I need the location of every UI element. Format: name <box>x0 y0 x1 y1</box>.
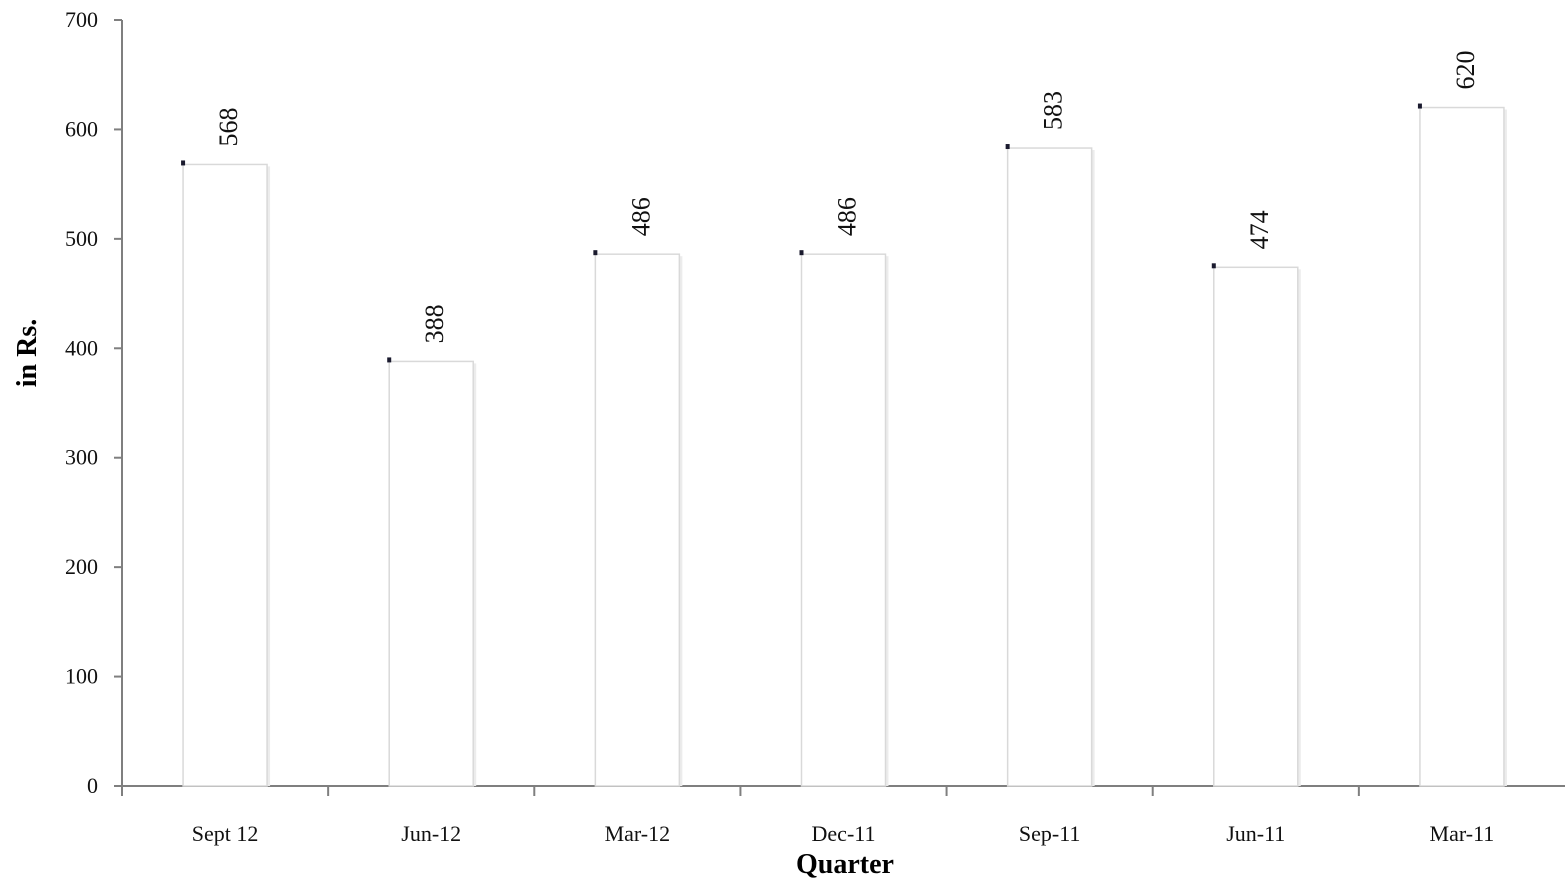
data-label: 486 <box>626 197 655 236</box>
y-axis: 0 100 200 300 400 500 600 700 <box>65 7 123 798</box>
y-tick-label: 100 <box>65 664 98 689</box>
data-label: 486 <box>833 197 862 236</box>
y-tick-label: 600 <box>65 116 98 141</box>
bar-marker <box>1417 103 1422 109</box>
y-tick-label: 0 <box>87 773 98 798</box>
data-label: 568 <box>214 107 243 146</box>
bar <box>1006 147 1093 787</box>
x-tick-label: Jun-12 <box>401 821 461 846</box>
bar <box>1419 106 1505 787</box>
bar <box>594 253 681 787</box>
bar-marker <box>1005 144 1010 150</box>
x-tick-label: Sep-11 <box>1019 821 1081 846</box>
bar-marker <box>593 250 598 256</box>
data-label: 583 <box>1039 91 1068 130</box>
data-labels: 568 388 486 486 583 474 620 <box>214 51 1480 344</box>
x-axis: Sept 12 Jun-12 Mar-12 Dec-11 Sep-11 Jun-11 Mar… <box>121 785 1565 846</box>
x-tick-label: Sept 12 <box>192 821 259 846</box>
x-tick-label: Mar-12 <box>605 821 671 846</box>
y-tick-label: 400 <box>65 335 98 360</box>
x-tick-label: Jun-11 <box>1226 821 1285 846</box>
data-label: 388 <box>420 304 449 343</box>
bar <box>800 253 887 787</box>
y-tick-label: 500 <box>65 226 98 251</box>
x-tick-label: Dec-11 <box>812 821 876 846</box>
bar <box>1213 266 1299 787</box>
data-label: 474 <box>1245 210 1274 249</box>
y-tick-label: 200 <box>65 554 98 579</box>
bars <box>181 103 1507 787</box>
y-tick-label: 300 <box>65 445 98 470</box>
bar-marker <box>799 250 804 256</box>
data-label: 620 <box>1451 51 1480 90</box>
bar <box>388 360 474 787</box>
x-axis-title: Quarter <box>796 849 894 880</box>
y-tick-label: 700 <box>65 7 98 32</box>
bar <box>182 163 268 787</box>
bar-marker <box>181 160 186 166</box>
bar-marker <box>387 357 392 363</box>
x-tick-label: Mar-11 <box>1430 821 1495 846</box>
y-axis-title: in Rs. <box>12 319 43 387</box>
bar-marker <box>1211 263 1216 269</box>
